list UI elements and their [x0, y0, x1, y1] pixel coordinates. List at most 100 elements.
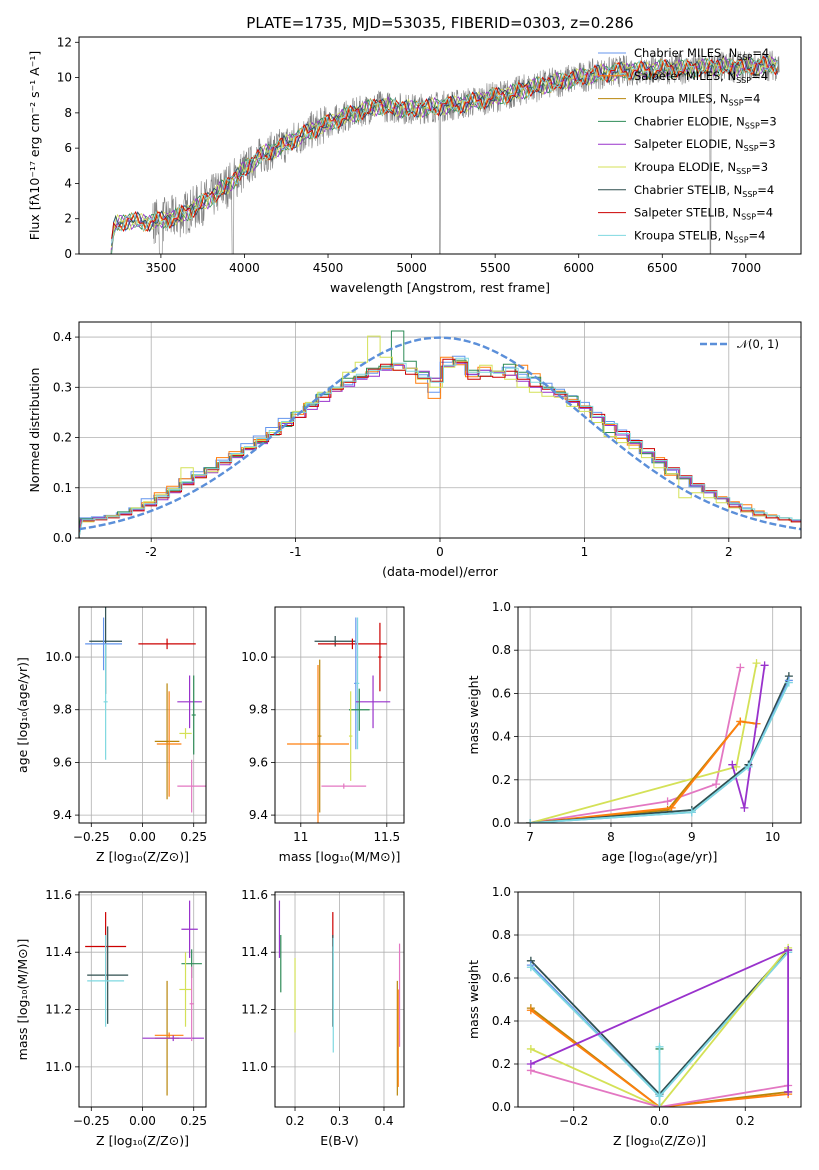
chart-panel-8: −0.2 0.0 0.2 0.0 0.2 0.4 0.6 0.8 1.0 Z [log₁₀(Z/Z… — [466, 885, 802, 1148]
chart-panel-4: 11 11.5 9.4 9.6 9.8 10.0 mass [log₁₀(M/M⊙)] — [241, 606, 405, 864]
y-tick-label: 9.8 — [249, 703, 268, 717]
x-tick-label: -2 — [145, 545, 157, 559]
legend-entry: 𝒩(0, 1) — [737, 337, 779, 351]
weight-marker — [760, 661, 769, 670]
x-axis-label: (data-model)/error — [382, 564, 499, 579]
legend-entry-sub: SSP — [736, 167, 751, 176]
x-tick-label: 4000 — [229, 261, 260, 275]
y-tick-label: 11.6 — [45, 888, 72, 902]
y-tick-label: 11.2 — [45, 1003, 72, 1017]
plot-area — [526, 659, 793, 823]
errorbar-point — [87, 935, 125, 1027]
errorbar-point — [348, 688, 370, 731]
chart-title: PLATE=1735, MJD=53035, FIBERID=0303, z=0… — [246, 14, 633, 32]
plot-area — [85, 607, 206, 813]
y-tick-label: 0.6 — [492, 971, 511, 985]
weight-line-7 — [530, 1069, 789, 1107]
x-tick-label: 7000 — [731, 261, 762, 275]
legend-entry-suffix: =4 — [751, 69, 768, 83]
y-axis-label: mass [log₁₀(M/M⊙)] — [15, 939, 30, 1061]
legend-entry-name: Kroupa STELIB, N — [634, 228, 734, 242]
y-tick-label: 0.4 — [492, 730, 511, 744]
legend-entry-suffix: =4 — [756, 206, 773, 220]
x-tick-label: 1 — [581, 545, 589, 559]
y-tick-label: 9.6 — [53, 755, 72, 769]
model-spectrum-4 — [111, 57, 778, 254]
x-tick-label: 9 — [688, 830, 696, 844]
plot-area — [287, 617, 391, 823]
legend-entry-name: Chabrier MILES, N — [634, 46, 737, 60]
legend-entry-sub: SSP — [744, 144, 759, 153]
chart-panel-5: 7 8 9 10 0.0 0.2 0.4 0.6 0.8 1.0 age [log₁₀(age/yr… — [466, 600, 802, 864]
y-tick-label: 10.0 — [45, 650, 72, 664]
legend-entry: Salpeter STELIB, NSSP=4 — [634, 206, 773, 222]
errorbar-point — [378, 622, 382, 692]
gridlines — [79, 322, 801, 539]
axes-frame — [78, 36, 802, 255]
gridlines — [275, 607, 404, 823]
gridlines — [275, 892, 404, 1107]
histogram-1 — [79, 355, 801, 538]
errorbar-point — [181, 900, 198, 958]
y-tick-label: 12 — [57, 35, 72, 49]
weight-marker — [663, 797, 672, 806]
y-tick-label: 0.0 — [53, 531, 72, 545]
legend-entry-name: Salpeter ELODIE, N — [634, 137, 744, 151]
legend-entry-suffix: =3 — [760, 114, 777, 128]
gaussian-curve — [79, 336, 801, 531]
legend-entry-sub: SSP — [734, 235, 749, 244]
weight-marker — [667, 803, 676, 812]
y-tick-label: 4 — [64, 176, 72, 190]
weight-marker — [752, 659, 761, 668]
y-tick-label: 9.4 — [249, 808, 268, 822]
errorbar-point — [85, 617, 123, 671]
errorbar-point — [191, 675, 196, 755]
x-tick-label: 0.3 — [330, 1114, 349, 1128]
histogram-7 — [79, 357, 801, 538]
y-tick-label: 8 — [64, 106, 72, 120]
legend-entry-name: Salpeter STELIB, N — [634, 206, 741, 220]
x-tick-label: 8 — [607, 830, 615, 844]
x-tick-label: 11 — [293, 830, 308, 844]
y-tick-label: 11.2 — [241, 1003, 268, 1017]
errorbar-point — [318, 638, 387, 650]
errorbar-point — [318, 659, 322, 813]
y-tick-label: 0.3 — [53, 380, 72, 394]
axes-frame — [517, 606, 802, 824]
errorbar-point — [177, 759, 206, 813]
legend-entry-sub: SSP — [736, 76, 751, 85]
legend-entry-sub: SSP — [741, 213, 756, 222]
legend-entry: Kroupa STELIB, NSSP=4 — [634, 228, 765, 244]
errorbar-point — [154, 1032, 184, 1039]
x-tick-label: -1 — [290, 545, 302, 559]
weight-marker — [655, 1042, 664, 1051]
errorbar-point — [321, 783, 367, 789]
y-tick-label: 0.4 — [53, 330, 72, 344]
legend-entry: Salpeter MILES, NSSP=4 — [634, 69, 768, 85]
weight-line-4 — [530, 1007, 789, 1107]
legend-entry-suffix: =3 — [759, 137, 776, 151]
x-tick-label: 0.2 — [285, 1114, 304, 1128]
y-tick-label: 9.4 — [53, 808, 72, 822]
y-tick-label: 11.6 — [241, 888, 268, 902]
weight-marker — [712, 780, 721, 789]
x-axis-label: mass [log₁₀(M/M⊙)] — [279, 849, 401, 864]
legend-entry-name: Kroupa ELODIE, N — [634, 160, 736, 174]
legend-entry-name: Kroupa MILES, N — [634, 92, 729, 106]
x-tick-label: 0.25 — [180, 1114, 207, 1128]
y-tick-label: 0.2 — [492, 773, 511, 787]
chart-panel-6: −0.25 0.00 0.25 11.0 11.2 11.4 11.6 Z [log₁₀(Z/… — [15, 888, 207, 1148]
legend-entry-sub: SSP — [745, 121, 760, 130]
errorbar-point — [355, 675, 391, 729]
model-spectrum-9 — [111, 56, 778, 244]
x-tick-label: 5500 — [480, 261, 511, 275]
chart-panel-7: 0.2 0.3 0.4 11.0 11.2 11.4 11.6 E(B-V) — [241, 888, 405, 1148]
weight-marker — [687, 808, 696, 817]
legend-entry: Kroupa MILES, NSSP=4 — [634, 92, 760, 108]
x-axis-label: Z [log₁₀(Z/Z⊙)] — [96, 1133, 189, 1148]
y-tick-label: 11.0 — [45, 1060, 72, 1074]
weight-line-6 — [530, 675, 790, 823]
x-axis-label: age [log₁₀(age/yr)] — [602, 849, 718, 864]
errorbar-point — [142, 1035, 204, 1042]
